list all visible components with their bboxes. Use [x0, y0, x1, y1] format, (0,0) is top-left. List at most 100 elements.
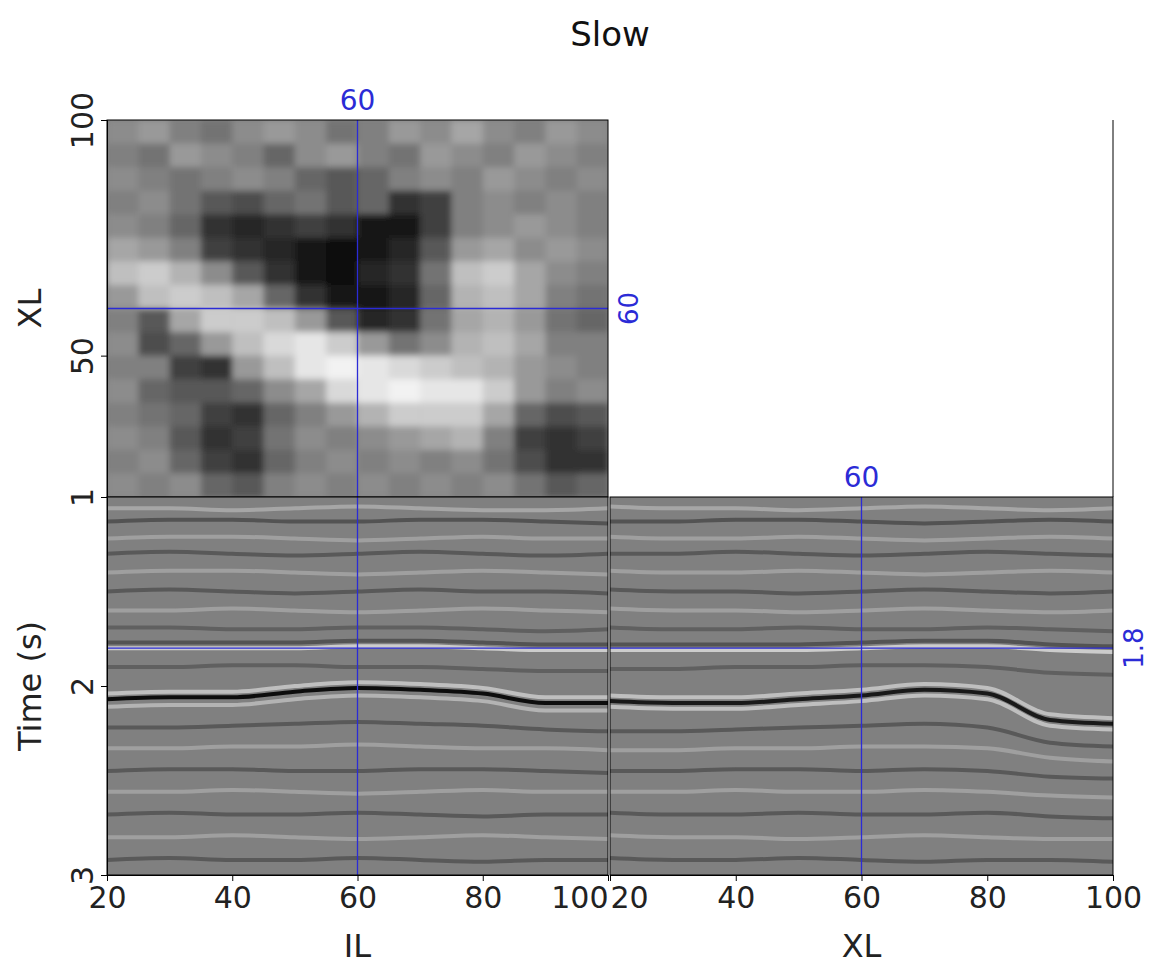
- heatmap-cell: [295, 191, 327, 215]
- y-axis-title: XL: [11, 288, 49, 328]
- heatmap-cell: [545, 379, 577, 403]
- x-tick: 80: [464, 875, 502, 915]
- x-tick: 40: [214, 875, 252, 915]
- heatmap-cell: [138, 332, 170, 356]
- y-axis-line: [101, 498, 108, 876]
- heatmap-cell: [138, 356, 170, 380]
- heatmap-cell: [107, 426, 139, 450]
- heatmap-cell: [514, 426, 546, 450]
- heatmap-cell: [107, 191, 139, 215]
- heatmap-cell: [138, 309, 170, 333]
- heatmap-cell: [201, 403, 233, 427]
- heatmap-cell: [264, 167, 296, 191]
- heatmap-cell: [577, 450, 608, 474]
- heatmap-cell: [420, 450, 452, 474]
- heatmap-cell: [326, 332, 358, 356]
- y-tick-label: 2: [65, 677, 100, 696]
- heatmap-cell: [232, 426, 264, 450]
- heatmap-cell: [389, 191, 421, 215]
- heatmap-cell: [264, 214, 296, 238]
- heatmap-cell: [514, 332, 546, 356]
- heatmap-cell: [577, 120, 608, 144]
- crosshair-y: [610, 648, 1113, 649]
- heatmap-cell: [389, 426, 421, 450]
- heatmap-cell: [358, 167, 390, 191]
- heatmap-cell: [264, 473, 296, 497]
- heatmap-cell: [389, 309, 421, 333]
- heatmap-cell: [326, 309, 358, 333]
- x-axis: 20406080100: [88, 875, 608, 915]
- heatmap-cell: [545, 238, 577, 262]
- x-tick: 40: [717, 875, 755, 915]
- heatmap-cell: [451, 426, 483, 450]
- heatmap-cell: [170, 403, 202, 427]
- crosshair-label: 60: [340, 84, 376, 117]
- heatmap-cell: [577, 144, 608, 168]
- heatmap-cell: [420, 332, 452, 356]
- heatmap-cell: [389, 261, 421, 285]
- x-tick: 60: [843, 875, 881, 915]
- heatmap-cell: [358, 214, 390, 238]
- heatmap-cell: [514, 120, 546, 144]
- plot-area: [107, 120, 608, 497]
- heatmap-cell: [358, 356, 390, 380]
- plot-area: [610, 497, 1113, 875]
- heatmap-cell: [107, 167, 139, 191]
- crosshair-x: [357, 497, 358, 875]
- heatmap-cell: [451, 144, 483, 168]
- heatmap-cell: [295, 309, 327, 333]
- heatmap-cell: [514, 309, 546, 333]
- heatmap-cell: [264, 144, 296, 168]
- heatmap-cell: [295, 356, 327, 380]
- heatmap-cell: [389, 120, 421, 144]
- heatmap-cell: [451, 450, 483, 474]
- heatmap-cell: [451, 356, 483, 380]
- y-axis: 123: [65, 488, 108, 885]
- heatmap-cell: [577, 309, 608, 333]
- heatmap-cell: [201, 379, 233, 403]
- heatmap-cell: [514, 450, 546, 474]
- crosshair-y: [107, 648, 608, 649]
- heatmap-cell: [232, 379, 264, 403]
- heatmap-cell: [577, 238, 608, 262]
- heatmap-cell: [545, 214, 577, 238]
- heatmap-cell: [451, 261, 483, 285]
- heatmap-cell: [295, 379, 327, 403]
- heatmap-cell: [201, 214, 233, 238]
- heatmap-cell: [545, 332, 577, 356]
- heatmap-cell: [577, 285, 608, 309]
- heatmap-cell: [389, 144, 421, 168]
- heatmap-cell: [358, 191, 390, 215]
- heatmap-cell: [420, 167, 452, 191]
- heatmap-cell: [358, 261, 390, 285]
- heatmap-cell: [138, 426, 170, 450]
- x-axis-title: XL: [842, 927, 882, 965]
- heatmap-cell: [264, 379, 296, 403]
- x-tick-label: 100: [551, 880, 608, 915]
- heatmap-cell: [201, 191, 233, 215]
- heatmap-cell: [420, 261, 452, 285]
- heatmap-cell: [138, 144, 170, 168]
- heatmap-cell: [107, 214, 139, 238]
- heatmap-cell: [138, 473, 170, 497]
- heatmap-cell: [326, 167, 358, 191]
- heatmap-cell: [389, 285, 421, 309]
- heatmap-cell: [201, 309, 233, 333]
- heatmap-cell: [170, 144, 202, 168]
- heatmap-cell: [451, 332, 483, 356]
- heatmap-cell: [264, 332, 296, 356]
- heatmap-cell: [577, 261, 608, 285]
- heatmap-cell: [138, 191, 170, 215]
- heatmap-cell: [514, 285, 546, 309]
- heatmap-cell: [514, 261, 546, 285]
- heatmap-cell: [545, 356, 577, 380]
- x-tick-label: 80: [969, 880, 1007, 915]
- heatmap-cell: [326, 214, 358, 238]
- heatmap-cell: [170, 238, 202, 262]
- heatmap-cell: [545, 285, 577, 309]
- heatmap-cell: [295, 214, 327, 238]
- heatmap-cell: [514, 403, 546, 427]
- heatmap-cell: [107, 144, 139, 168]
- heatmap-cell: [358, 450, 390, 474]
- x-tick: 100: [551, 875, 608, 915]
